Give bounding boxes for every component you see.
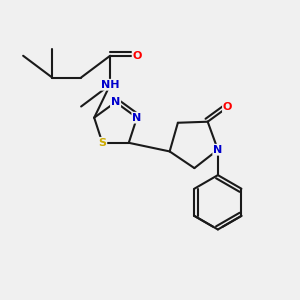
Text: N: N xyxy=(213,145,223,155)
Text: O: O xyxy=(133,51,142,61)
Text: S: S xyxy=(98,138,106,148)
Text: NH: NH xyxy=(101,80,119,90)
Text: N: N xyxy=(111,97,120,107)
Text: N: N xyxy=(132,113,142,123)
Text: O: O xyxy=(223,102,232,112)
